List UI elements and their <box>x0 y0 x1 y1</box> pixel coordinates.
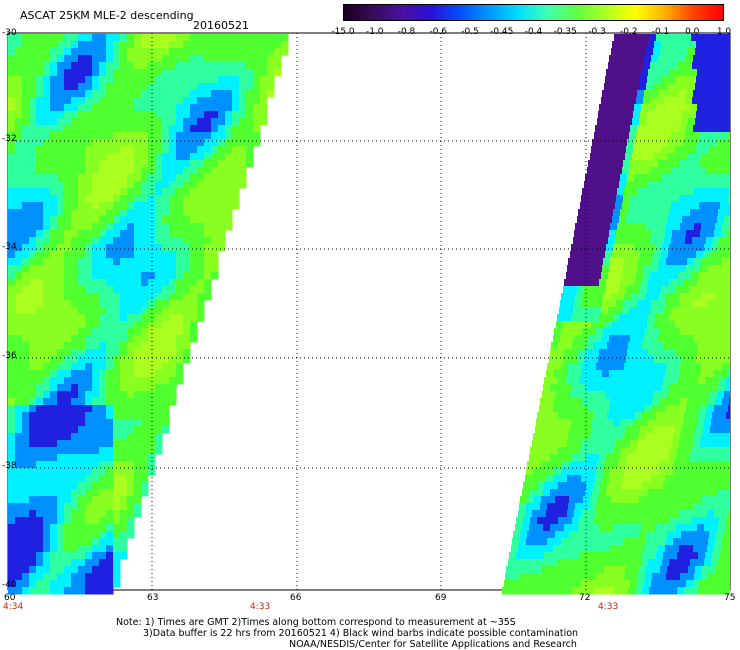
colorbar-label: 1.0 <box>716 27 732 37</box>
y-tick-label: -36 <box>2 351 17 361</box>
grid-lines <box>8 33 730 590</box>
colorbar-label: -15.0 <box>331 27 355 37</box>
y-tick-label: -32 <box>2 134 17 144</box>
map-date: 20160521 <box>193 19 249 32</box>
time-label: 4:33 <box>250 602 271 612</box>
y-tick-label: -40 <box>2 580 17 590</box>
swath-data <box>8 34 730 595</box>
x-tick-label: 75 <box>724 593 736 603</box>
colorbar-label: -0.5 <box>461 27 479 37</box>
x-tick-label: 69 <box>435 593 447 603</box>
y-tick-label: -30 <box>2 28 17 38</box>
colorbar-label: 0.0 <box>685 27 700 37</box>
x-tick-label: 72 <box>579 593 591 603</box>
y-tick-label: -38 <box>2 461 17 471</box>
note-line-1: Note: 1) Times are GMT 2)Times along bot… <box>116 617 516 628</box>
x-tick-label: 63 <box>147 593 159 603</box>
y-tick-label: -34 <box>2 242 17 252</box>
note-line-3: NOAA/NESDIS/Center for Satellite Applica… <box>289 639 577 650</box>
map-title: ASCAT 25KM MLE-2 descending <box>20 9 194 22</box>
colorbar-label: -0.1 <box>651 27 670 37</box>
colorbar-label: -0.45 <box>490 27 514 37</box>
colorbar-label: -0.6 <box>429 27 448 37</box>
colorbar-label: -0.2 <box>619 27 638 37</box>
colorbar-label: -1.0 <box>365 27 384 37</box>
time-label: 4:34 <box>3 602 24 612</box>
colorbar-label: -0.8 <box>397 27 416 37</box>
time-label: 4:33 <box>598 602 619 612</box>
colorbar <box>343 4 724 21</box>
colorbar-label: -0.4 <box>524 27 543 37</box>
x-tick-label: 66 <box>290 593 302 603</box>
colorbar-label: -0.35 <box>553 27 577 37</box>
colorbar-label: -0.3 <box>588 27 606 37</box>
note-line-2: 3)Data buffer is 22 hrs from 20160521 4)… <box>143 628 579 639</box>
x-tick-label: 60 <box>4 593 16 603</box>
